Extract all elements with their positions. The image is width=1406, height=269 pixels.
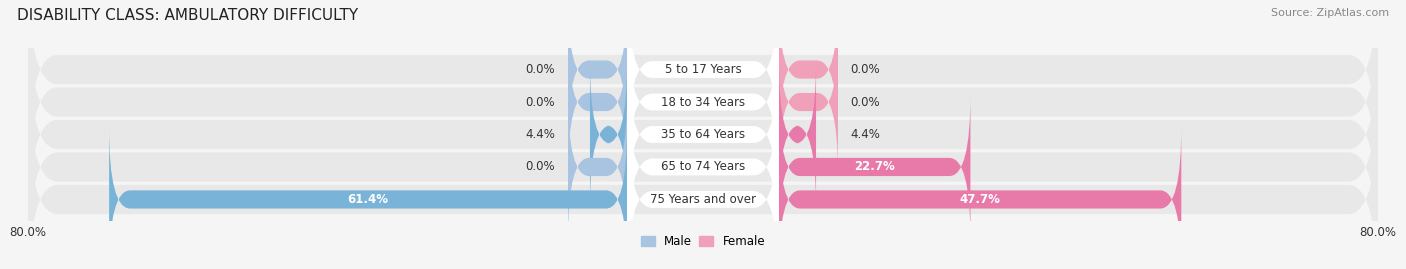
FancyBboxPatch shape (28, 3, 1378, 201)
FancyBboxPatch shape (779, 30, 838, 174)
FancyBboxPatch shape (28, 100, 1378, 269)
Text: DISABILITY CLASS: AMBULATORY DIFFICULTY: DISABILITY CLASS: AMBULATORY DIFFICULTY (17, 8, 359, 23)
Text: 4.4%: 4.4% (526, 128, 555, 141)
Text: 5 to 17 Years: 5 to 17 Years (665, 63, 741, 76)
FancyBboxPatch shape (28, 0, 1378, 169)
FancyBboxPatch shape (779, 127, 1181, 269)
FancyBboxPatch shape (568, 30, 627, 174)
FancyBboxPatch shape (779, 95, 970, 239)
Text: 0.0%: 0.0% (851, 95, 880, 108)
Text: 61.4%: 61.4% (347, 193, 388, 206)
FancyBboxPatch shape (591, 62, 627, 207)
FancyBboxPatch shape (627, 78, 779, 256)
Text: 35 to 64 Years: 35 to 64 Years (661, 128, 745, 141)
FancyBboxPatch shape (110, 127, 627, 269)
Text: 75 Years and over: 75 Years and over (650, 193, 756, 206)
Legend: Male, Female: Male, Female (636, 230, 770, 253)
Text: Source: ZipAtlas.com: Source: ZipAtlas.com (1271, 8, 1389, 18)
Text: 0.0%: 0.0% (526, 161, 555, 174)
FancyBboxPatch shape (627, 13, 779, 191)
FancyBboxPatch shape (627, 111, 779, 269)
Text: 47.7%: 47.7% (960, 193, 1001, 206)
Text: 0.0%: 0.0% (526, 95, 555, 108)
Text: 18 to 34 Years: 18 to 34 Years (661, 95, 745, 108)
Text: 22.7%: 22.7% (855, 161, 896, 174)
Text: 0.0%: 0.0% (851, 63, 880, 76)
FancyBboxPatch shape (627, 0, 779, 158)
FancyBboxPatch shape (568, 95, 627, 239)
Text: 0.0%: 0.0% (526, 63, 555, 76)
FancyBboxPatch shape (779, 0, 838, 142)
FancyBboxPatch shape (28, 36, 1378, 233)
FancyBboxPatch shape (627, 45, 779, 224)
FancyBboxPatch shape (28, 68, 1378, 266)
Text: 4.4%: 4.4% (851, 128, 880, 141)
FancyBboxPatch shape (779, 62, 815, 207)
Text: 65 to 74 Years: 65 to 74 Years (661, 161, 745, 174)
FancyBboxPatch shape (568, 0, 627, 142)
